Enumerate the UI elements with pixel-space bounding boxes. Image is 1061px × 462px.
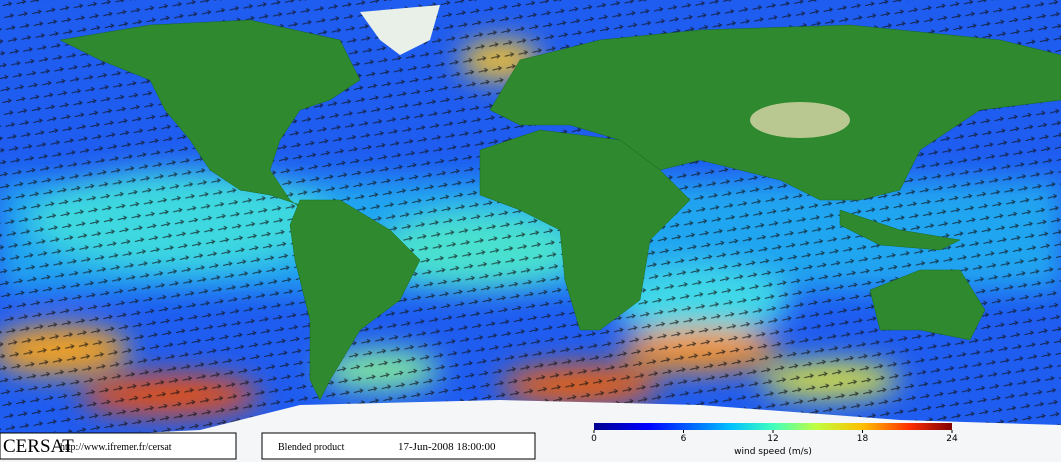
indonesia <box>839 209 961 251</box>
colorbar-tick-label: 6 <box>681 434 687 444</box>
south-america <box>289 199 421 401</box>
url: http://www.ifremer.fr/cersat <box>60 442 172 453</box>
product-box <box>261 432 536 460</box>
logo: CERSAT <box>3 436 74 457</box>
greenland <box>360 5 440 55</box>
colorbar-tick-label: 12 <box>767 434 778 444</box>
datetime: 17-Jun-2008 18:00:00 <box>398 441 496 453</box>
africa <box>479 129 691 331</box>
colorbar-tick-label: 18 <box>857 434 869 444</box>
product: Blended product <box>278 442 345 453</box>
logo-box <box>0 432 237 460</box>
colorbar-label: wind speed (m/s) <box>734 447 812 457</box>
colorbar-tick-label: 24 <box>946 434 958 444</box>
colorbar <box>594 423 952 430</box>
australia <box>869 269 986 341</box>
colorbar-ticks: 0 6 12 18 24 <box>591 430 958 444</box>
tibet <box>750 102 850 138</box>
land <box>59 19 1061 401</box>
colorbar-tick-label: 0 <box>591 434 597 444</box>
